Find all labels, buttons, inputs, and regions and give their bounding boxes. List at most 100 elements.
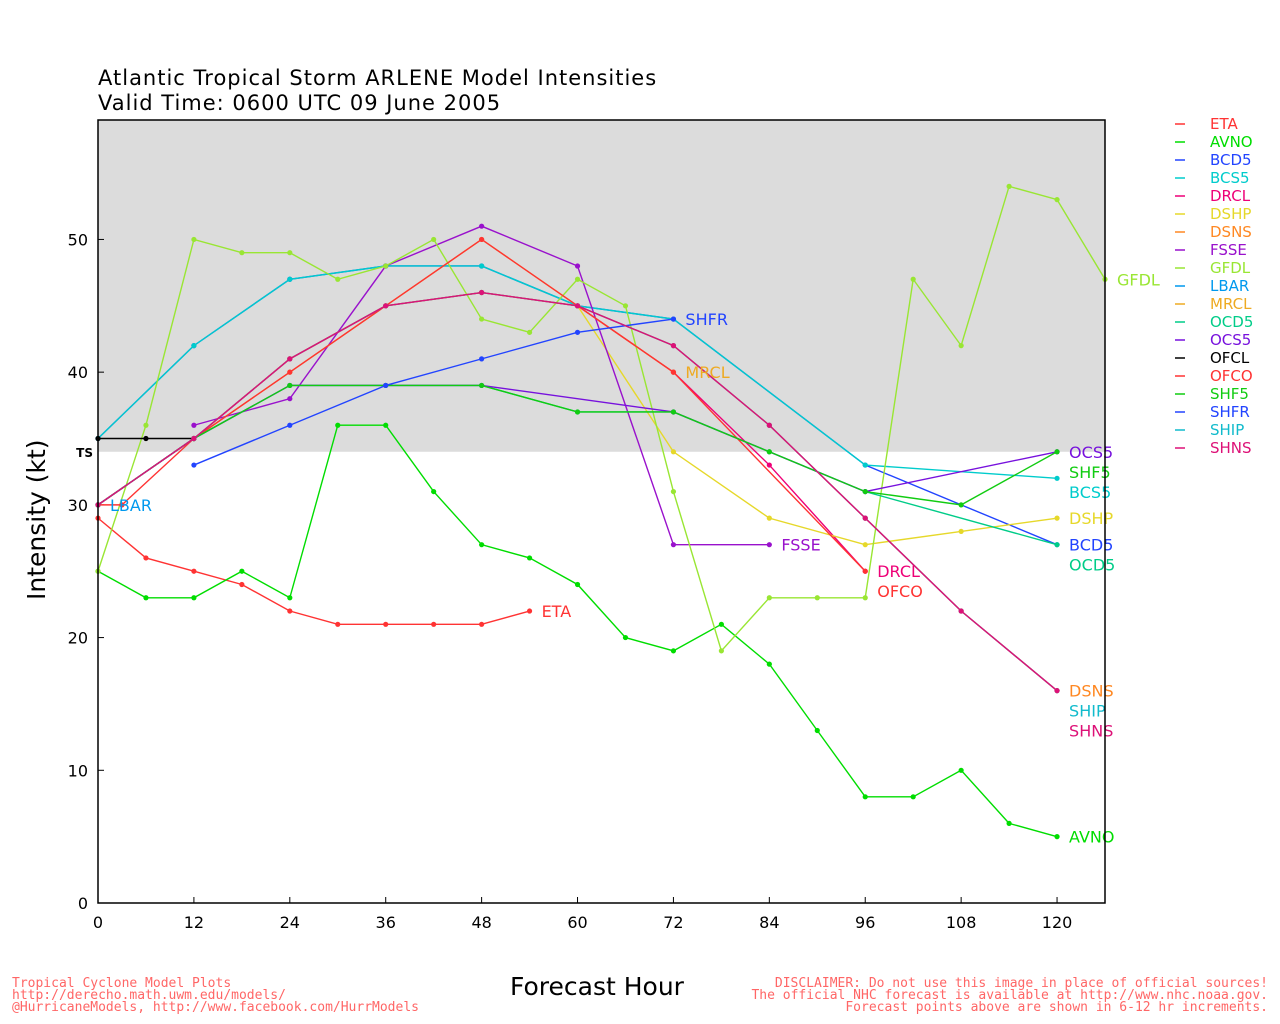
data-point-avno [335,422,341,428]
data-point-shf5 [574,409,581,415]
data-point-ofco [862,568,868,574]
y-tick-label: 20 [68,629,88,648]
data-point-dshp [766,515,772,521]
data-point-avno [862,794,868,800]
data-point-avno [718,621,724,627]
series-end-label: OCS5 [1069,443,1113,462]
legend-entry: SHF5 [1210,385,1249,403]
series-end-label: DSHP [1069,509,1114,528]
series-end-label: FSSE [781,536,820,555]
series-end-label: DRCL [877,562,920,581]
legend-entry: BCS5 [1210,169,1250,187]
data-point-shf5 [287,382,293,389]
data-point-gfdl [526,329,533,335]
x-tick-label: 48 [471,913,491,932]
data-point-eta [239,581,245,588]
footer-left-line: @HurricaneModels, http://www.facebook.co… [12,1000,419,1015]
data-point-avno [191,595,197,601]
data-point-eta [143,555,149,561]
data-point-bcs5 [191,343,197,349]
data-point-shns [670,343,677,349]
data-point-shfr [287,422,293,428]
series-end-label: SHNS [1069,722,1113,741]
data-point-gfdl [622,303,629,309]
data-point-avno [574,581,581,588]
chart-title: Atlantic Tropical Storm ARLENE Model Int… [98,66,657,116]
data-point-ofco [670,369,677,375]
x-tick-label: 108 [946,913,977,932]
data-point-avno [383,422,389,428]
data-point-gfdl [766,595,772,601]
series-line-shfr [193,318,674,466]
data-point-gfdl [143,422,149,428]
data-point-eta [431,621,437,627]
series-end-label: LBAR [110,496,152,515]
data-point-avno [766,661,772,667]
legend-entry: DSHP [1210,205,1251,223]
data-point-eta [526,608,533,614]
data-point-shf5 [958,502,964,508]
x-tick-label: 0 [93,913,103,932]
data-point-eta [479,621,485,627]
footer-left: Tropical Cyclone Model Plots http://dere… [12,976,419,1015]
data-point-dshp [1054,515,1060,521]
y-tick-label: 10 [68,761,88,780]
y-tick-label: 30 [68,496,88,515]
footer-left-line: Tropical Cyclone Model Plots [12,976,232,991]
data-point-fsse [670,542,677,548]
series-end-label: BCD5 [1069,536,1113,555]
data-point-gfdl [431,236,437,243]
disclaimer-line: Forecast points above are shown in 6-12 … [845,1000,1268,1015]
data-point-gfdl [910,276,916,282]
y-axis-label: Intensity (kt) [22,439,51,600]
data-point-eta [335,621,341,627]
series-end-label: GFDL [1117,270,1160,289]
legend-entry: LBAR [1210,277,1249,295]
x-tick-label: 12 [184,913,204,932]
disclaimer-line: DISCLAIMER: Do not use this image in pla… [774,976,1268,991]
legend-entry: OCS5 [1210,331,1251,349]
data-point-gfdl [383,263,389,269]
x-tick-label: 84 [759,913,779,932]
data-point-shf5 [862,488,868,495]
data-point-avno [239,568,245,574]
legend-entry: OCD5 [1210,313,1253,331]
y-tick-label: 40 [68,363,88,382]
data-point-avno [479,542,485,548]
data-point-shns [479,289,485,296]
data-point-gfdl [191,236,197,243]
data-point-shfr [383,382,389,389]
series-end-label: BCS5 [1069,483,1111,502]
data-point-fsse [766,542,772,548]
data-point-avno [431,488,437,495]
series-end-label: DSNS [1069,682,1114,701]
data-point-dshp [862,542,868,548]
legend-entry: BCD5 [1210,151,1252,169]
legend-entry: DRCL [1210,187,1251,205]
series-end-label: SHIP [1069,702,1106,721]
data-point-avno [958,767,964,773]
data-point-bcs5 [862,462,868,468]
data-point-shns [574,303,581,309]
x-tick-label: 36 [376,913,396,932]
x-tick-label: 24 [280,913,300,932]
data-point-dshp [670,449,677,455]
legend-entry: GFDL [1210,259,1251,277]
plot-frame [97,119,1106,904]
legend-entry: SHIP [1210,421,1244,439]
data-point-shfr [191,462,197,468]
ts-threshold-label: TS [76,446,93,460]
x-tick-label: 72 [663,913,683,932]
data-point-dshp [958,528,964,535]
legend-entry: FSSE [1210,241,1247,259]
data-point-shf5 [1054,449,1060,455]
data-point-avno [1006,820,1012,826]
data-point-gfdl [335,276,341,282]
legend-entry: OFCL [1210,349,1250,367]
legend-entry: SHNS [1210,439,1252,457]
series-end-label: SHF5 [1069,463,1111,482]
data-point-shns [287,356,293,362]
data-point-gfdl [718,648,724,654]
data-point-avno [622,634,629,641]
